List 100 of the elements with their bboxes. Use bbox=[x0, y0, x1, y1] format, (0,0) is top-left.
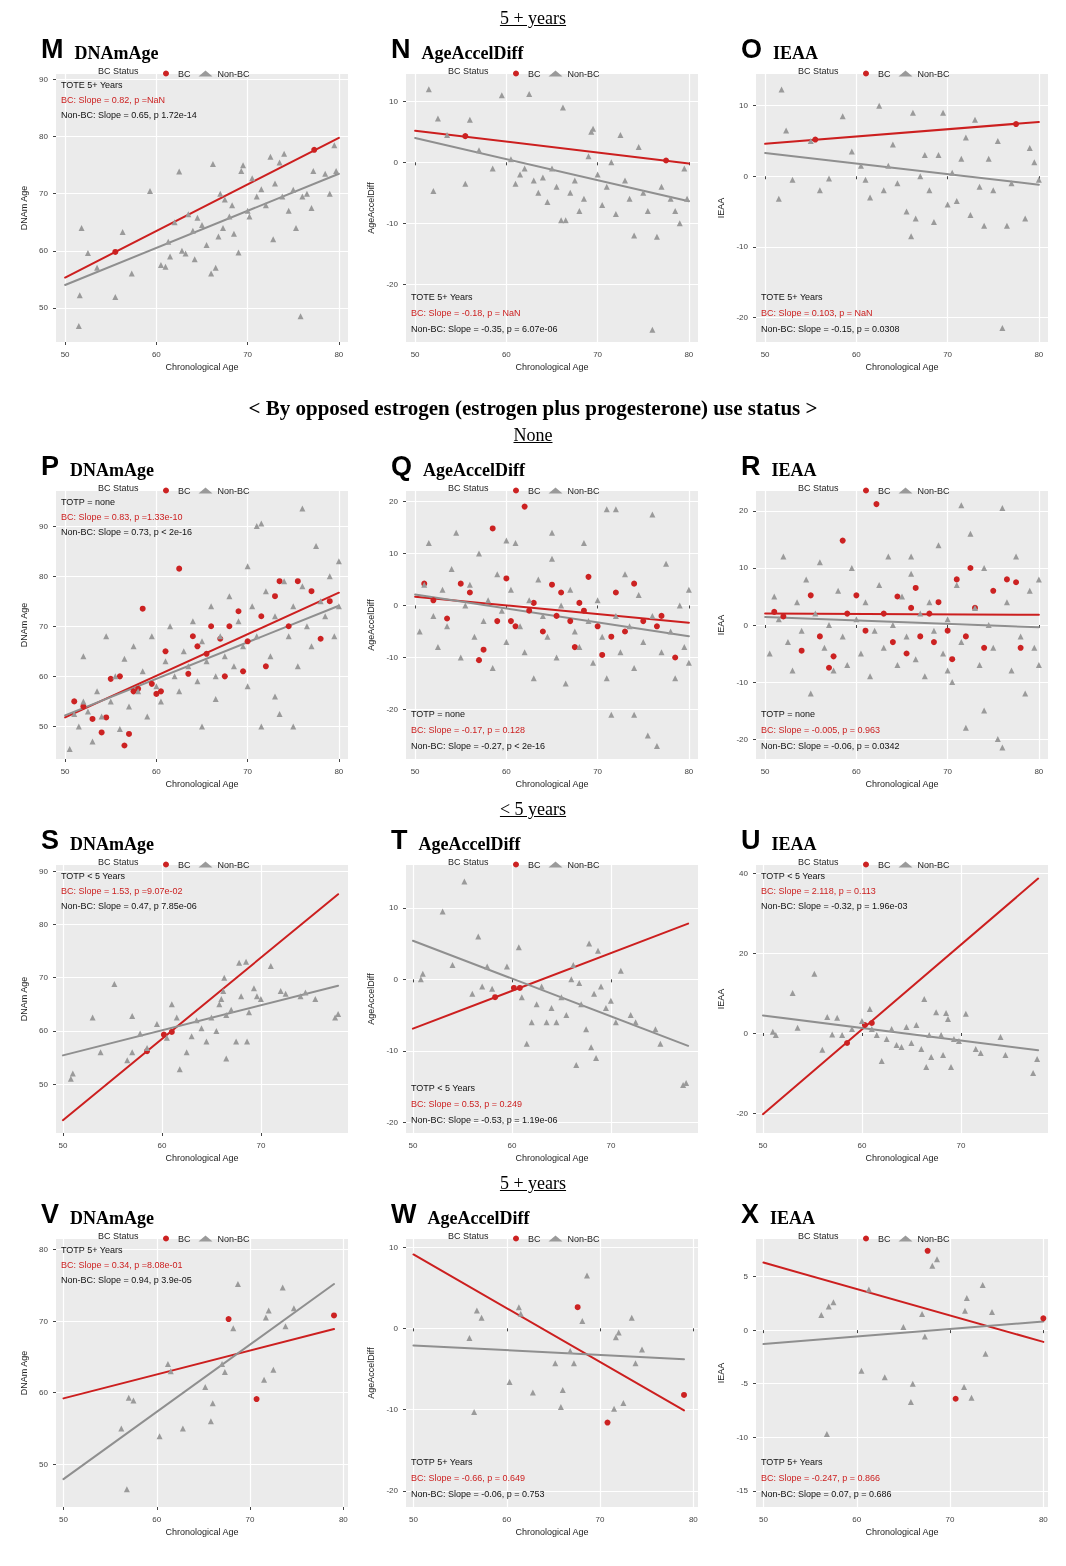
y-axis-title: DNAm Age bbox=[18, 976, 29, 1022]
x-tick-label: 50 bbox=[760, 766, 771, 776]
legend-label: BC bbox=[528, 1233, 541, 1244]
legend-label: BC bbox=[878, 485, 891, 496]
legend-label: Non-BC bbox=[567, 1233, 601, 1244]
y-tick-label: -20 bbox=[736, 734, 749, 744]
x-tick-label: 60 bbox=[507, 1140, 517, 1150]
annotation: Non-BC: Slope = -0.53, p = 1.19e-06 bbox=[411, 1114, 558, 1125]
x-tick-label: 80 bbox=[1034, 349, 1044, 359]
y-tick-label: 0 bbox=[743, 171, 749, 181]
legend-label: BC bbox=[878, 1233, 891, 1244]
legend-label: BC bbox=[528, 859, 541, 870]
y-tick-label: 60 bbox=[39, 1026, 49, 1036]
legend-title: BC Status bbox=[448, 482, 490, 493]
chart-title: P DNAmAge bbox=[41, 450, 154, 481]
chart-title: O IEAA bbox=[741, 33, 819, 64]
x-tick-label: 70 bbox=[593, 766, 603, 776]
y-tick-label: 20 bbox=[739, 506, 749, 516]
x-tick-label: 70 bbox=[943, 349, 953, 359]
y-tick-label: 20 bbox=[739, 948, 749, 958]
x-tick-label: 50 bbox=[408, 1140, 418, 1150]
y-tick-label: -10 bbox=[386, 1046, 399, 1056]
annotation: BC: Slope = -0.17, p = 0.128 bbox=[411, 724, 526, 735]
annotation: TOTP < 5 Years bbox=[411, 1082, 476, 1093]
y-axis-title: IEAA bbox=[716, 988, 727, 1010]
x-tick-label: 70 bbox=[945, 1514, 956, 1524]
chart-subtitle: < 5 years bbox=[498, 799, 568, 821]
y-tick-label: 10 bbox=[389, 96, 399, 106]
legend-label: Non-BC bbox=[567, 485, 601, 496]
x-tick-label: 80 bbox=[334, 349, 344, 359]
x-tick-label: 80 bbox=[1038, 1514, 1049, 1524]
y-axis-title: AgeAccelDiff bbox=[366, 181, 377, 234]
legend-title: BC Status bbox=[798, 856, 840, 867]
x-tick-label: 60 bbox=[852, 1514, 862, 1524]
x-axis-title: Chronological Age bbox=[515, 779, 589, 790]
legend-label: Non-BC bbox=[917, 485, 951, 496]
chart-title: M DNAmAge bbox=[41, 33, 159, 64]
x-axis-title: Chronological Age bbox=[515, 1153, 589, 1164]
annotation: TOTP < 5 Years bbox=[61, 870, 126, 881]
annotation: Non-BC: Slope = 0.65, p 1.72e-14 bbox=[61, 109, 197, 120]
legend-title: BC Status bbox=[98, 482, 140, 493]
chart-title: S DNAmAge bbox=[41, 824, 154, 855]
y-tick-label: 10 bbox=[389, 1242, 399, 1252]
x-axis-title: Chronological Age bbox=[865, 1527, 939, 1538]
y-tick-label: -15 bbox=[736, 1486, 749, 1496]
x-axis-title: Chronological Age bbox=[165, 1153, 239, 1164]
chart-title: U IEAA bbox=[741, 824, 817, 855]
annotation: TOTE 5+ Years bbox=[761, 291, 824, 302]
legend-label: Non-BC bbox=[217, 1233, 251, 1244]
chart-title: V DNAmAge bbox=[41, 1198, 154, 1229]
annotation: Non-BC: Slope = -0.32, p = 1.96e-03 bbox=[761, 900, 908, 911]
annotation: TOTP 5+ Years bbox=[761, 1456, 823, 1467]
legend-title: BC Status bbox=[798, 482, 840, 493]
y-tick-label: -5 bbox=[740, 1379, 749, 1389]
legend-title: BC Status bbox=[448, 1230, 490, 1241]
y-tick-label: 70 bbox=[39, 1316, 49, 1326]
x-tick-label: 70 bbox=[245, 1514, 256, 1524]
legend-title: BC Status bbox=[448, 856, 490, 867]
annotation: Non-BC: Slope = -0.06, p = 0.0342 bbox=[761, 740, 900, 751]
legend-label: BC bbox=[878, 68, 891, 79]
legend-label: Non-BC bbox=[917, 1233, 951, 1244]
y-tick-label: 60 bbox=[39, 671, 49, 681]
x-tick-label: 70 bbox=[956, 1140, 966, 1150]
x-tick-label: 70 bbox=[243, 349, 253, 359]
legend-label: BC bbox=[178, 68, 191, 79]
annotation: Non-BC: Slope = 0.07, p = 0.686 bbox=[761, 1488, 892, 1499]
legend-title: BC Status bbox=[98, 856, 140, 867]
annotation: TOTE 5+ Years bbox=[61, 79, 124, 90]
y-tick-label: 0 bbox=[393, 1323, 399, 1333]
y-tick-label: 90 bbox=[39, 75, 49, 85]
y-tick-label: 10 bbox=[389, 548, 399, 558]
y-tick-label: -10 bbox=[386, 218, 399, 228]
annotation: TOTP < 5 Years bbox=[761, 870, 826, 881]
legend-label: BC bbox=[178, 485, 191, 496]
x-tick-label: 60 bbox=[152, 1514, 162, 1524]
x-tick-label: 60 bbox=[851, 349, 862, 359]
legend-label: Non-BC bbox=[567, 68, 601, 79]
x-axis-title: Chronological Age bbox=[865, 362, 939, 373]
y-tick-label: 10 bbox=[389, 903, 399, 913]
y-tick-label: 90 bbox=[39, 521, 49, 531]
x-tick-label: 70 bbox=[943, 766, 953, 776]
annotation: TOTP = none bbox=[761, 708, 815, 719]
x-tick-label: 80 bbox=[684, 349, 694, 359]
annotation: BC: Slope = -0.18, p = NaN bbox=[411, 307, 521, 318]
annotation: Non-BC: Slope = 0.94, p 3.9e-05 bbox=[61, 1274, 192, 1285]
annotation: Non-BC: Slope = -0.27, p < 2e-16 bbox=[411, 740, 546, 751]
y-tick-label: 70 bbox=[39, 189, 49, 199]
legend-label: Non-BC bbox=[217, 859, 251, 870]
y-axis-title: DNAm Age bbox=[18, 602, 29, 648]
y-tick-label: -20 bbox=[386, 1486, 399, 1496]
annotation: BC: Slope = -0.66, p = 0.649 bbox=[411, 1472, 526, 1483]
x-tick-label: 70 bbox=[606, 1140, 616, 1150]
chart-title: T AgeAccelDiff bbox=[391, 824, 522, 855]
legend-title: BC Status bbox=[98, 65, 140, 76]
annotation: Non-BC: Slope = -0.15, p = 0.0308 bbox=[761, 323, 900, 334]
y-axis-title: IEAA bbox=[716, 614, 727, 636]
x-tick-label: 50 bbox=[409, 1514, 419, 1524]
x-tick-label: 60 bbox=[501, 349, 512, 359]
y-tick-label: -20 bbox=[386, 705, 399, 715]
y-tick-label: 0 bbox=[393, 157, 399, 167]
